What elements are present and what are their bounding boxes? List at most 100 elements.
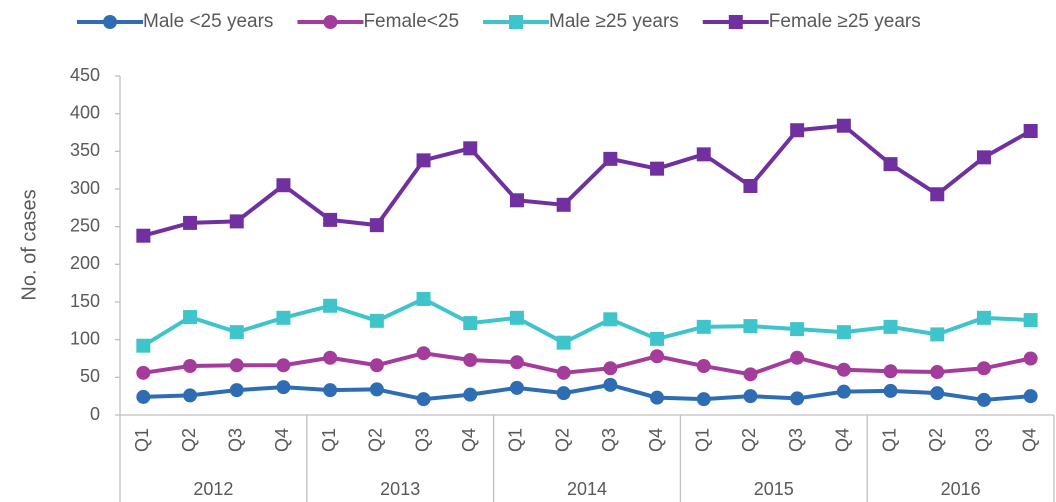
point <box>183 215 198 230</box>
point <box>976 150 991 165</box>
y-tick-label: 100 <box>70 328 100 348</box>
point <box>836 325 851 340</box>
x-tick-label: Q4 <box>1019 428 1039 452</box>
point <box>696 147 711 162</box>
x-tick-label: Q4 <box>272 428 292 452</box>
point <box>416 153 431 168</box>
legend-marker <box>509 15 524 29</box>
point <box>743 389 758 404</box>
x-group-label: 2013 <box>380 479 420 499</box>
x-tick-label: Q4 <box>833 428 853 452</box>
x-tick-label: Q1 <box>693 428 713 452</box>
series-line <box>142 123 1032 238</box>
point <box>930 386 945 401</box>
point <box>883 383 898 398</box>
y-axis-label: No. of cases <box>18 189 40 300</box>
point <box>930 365 945 380</box>
y-tick-label: 150 <box>70 291 100 311</box>
point <box>1023 351 1038 366</box>
point <box>276 358 291 373</box>
point <box>369 358 384 373</box>
point <box>463 387 478 402</box>
point <box>836 384 851 399</box>
x-tick-label: Q1 <box>319 428 339 452</box>
point <box>556 386 571 401</box>
series-line <box>143 382 1031 402</box>
point <box>183 359 198 374</box>
point <box>416 291 431 306</box>
point <box>836 118 851 133</box>
point <box>743 319 758 334</box>
point <box>276 310 291 325</box>
point <box>463 353 478 368</box>
x-tick-label: Q3 <box>973 428 993 452</box>
x-tick-label: Q3 <box>226 428 246 452</box>
x-tick-label: Q3 <box>599 428 619 452</box>
point <box>509 355 524 370</box>
point <box>323 212 338 227</box>
legend-label: Male ≥25 years <box>549 11 679 32</box>
point <box>696 319 711 334</box>
point <box>369 382 384 397</box>
point <box>276 178 291 193</box>
point <box>790 350 805 365</box>
x-tick-label: Q3 <box>412 428 432 452</box>
x-tick-label: Q1 <box>506 428 526 452</box>
point <box>323 383 338 398</box>
x-tick-label: Q2 <box>926 428 946 452</box>
point <box>1023 123 1038 138</box>
point <box>136 338 151 353</box>
legend-label: Female<25 <box>363 11 459 32</box>
legend-label: Male <25 years <box>143 11 273 32</box>
point <box>976 361 991 376</box>
point <box>836 362 851 377</box>
point <box>650 331 665 346</box>
y-tick-label: 450 <box>70 65 100 85</box>
point <box>183 310 198 325</box>
point <box>976 310 991 325</box>
point <box>930 187 945 202</box>
point <box>416 392 431 407</box>
point <box>743 178 758 193</box>
point <box>509 310 524 325</box>
point <box>603 377 618 392</box>
series-line <box>143 351 1032 377</box>
x-group-label: 2012 <box>193 479 233 499</box>
point <box>883 319 898 334</box>
point <box>883 364 898 379</box>
legend-item: Female<25 <box>297 11 459 32</box>
series-line <box>142 296 1031 348</box>
point <box>790 391 805 406</box>
point <box>136 389 151 404</box>
legend-marker <box>323 15 338 29</box>
point <box>930 327 945 342</box>
point <box>696 392 711 407</box>
point <box>463 316 478 331</box>
x-tick-label: Q4 <box>646 428 666 452</box>
y-tick-label: 300 <box>70 178 100 198</box>
point <box>556 365 571 380</box>
point <box>509 380 524 395</box>
point <box>183 388 198 403</box>
x-tick-label: Q1 <box>879 428 899 452</box>
x-tick-label: Q2 <box>552 428 572 452</box>
point <box>603 151 618 166</box>
point <box>369 218 384 233</box>
legend-marker <box>103 15 117 29</box>
x-tick-label: Q2 <box>179 428 199 452</box>
y-tick-label: 350 <box>70 140 100 160</box>
point <box>976 392 991 407</box>
x-tick-label: Q3 <box>786 428 806 452</box>
point <box>743 367 758 382</box>
point <box>229 358 244 373</box>
point <box>323 298 338 313</box>
y-tick-label: 0 <box>90 404 100 424</box>
point <box>1023 389 1038 404</box>
x-group-label: 2014 <box>567 479 607 499</box>
point <box>416 346 431 361</box>
point <box>696 359 711 374</box>
point <box>509 193 524 208</box>
point <box>603 312 618 327</box>
